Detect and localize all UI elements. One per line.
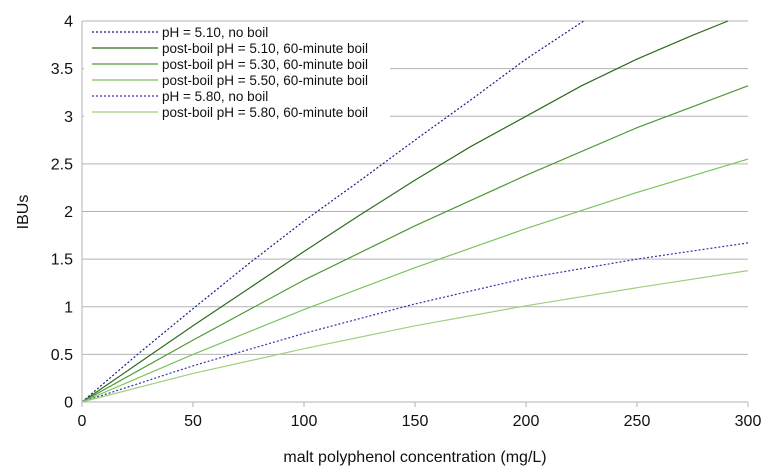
legend-background — [84, 22, 390, 120]
series-line — [81, 20, 585, 403]
x-tick-label: 100 — [291, 413, 318, 430]
legend-label: post-boil pH = 5.50, 60-minute boil — [162, 73, 368, 88]
x-axis-title: malt polyphenol concentration (mg/L) — [283, 449, 546, 466]
series-line — [81, 270, 749, 403]
x-tick-label: 50 — [184, 413, 202, 430]
legend-label: post-boil pH = 5.80, 60-minute boil — [162, 105, 368, 120]
x-tick-label: 150 — [402, 413, 429, 430]
series-lines — [81, 20, 749, 403]
y-tick-label: 3.5 — [51, 61, 73, 78]
y-tick-label: 0 — [64, 395, 73, 412]
y-tick-label: 2.5 — [51, 156, 73, 173]
y-tick-label: 1 — [64, 299, 73, 316]
y-tick-label: 1.5 — [51, 252, 73, 269]
y-tick-label: 3 — [64, 109, 73, 126]
axes — [81, 21, 749, 407]
legend-label: post-boil pH = 5.10, 60-minute boil — [162, 41, 368, 56]
x-tick-labels: 0 50 100 150 200 250 300 — [78, 413, 762, 430]
y-tick-labels: 0 0.5 1 1.5 2 2.5 3 3.5 4 — [51, 14, 73, 412]
series-line — [81, 20, 729, 403]
y-tick-label: 4 — [64, 14, 73, 31]
x-tick-label: 200 — [513, 413, 540, 430]
y-tick-label: 0.5 — [51, 347, 73, 364]
x-tick-label: 300 — [735, 413, 762, 430]
x-tick-label: 0 — [78, 413, 87, 430]
y-axis-title: IBUs — [15, 195, 32, 230]
series-line — [81, 158, 749, 403]
legend-label: pH = 5.10, no boil — [162, 25, 268, 40]
legend-label: post-boil pH = 5.30, 60-minute boil — [162, 57, 368, 72]
series-line — [81, 242, 749, 403]
legend-label: pH = 5.80, no boil — [162, 89, 268, 104]
y-tick-label: 2 — [64, 204, 73, 221]
series-line — [81, 85, 749, 403]
x-tick-label: 250 — [624, 413, 651, 430]
